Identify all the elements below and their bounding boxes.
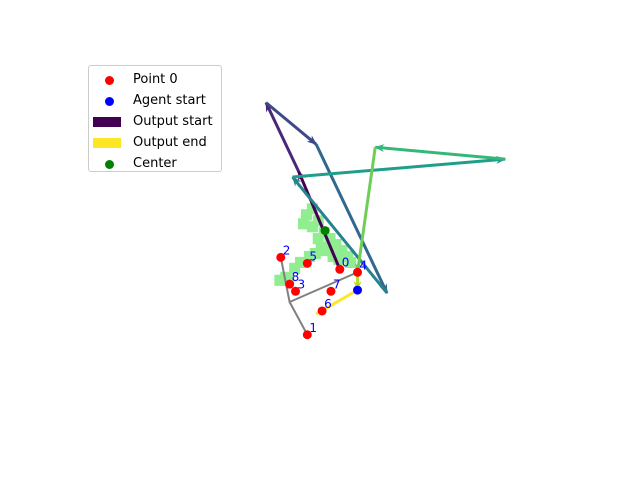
region-cell — [336, 244, 348, 257]
region-cell — [324, 233, 336, 245]
output-segment — [291, 176, 389, 295]
point-label: 0 — [342, 255, 350, 269]
region-cell — [289, 262, 301, 274]
legend-marker-point0 — [105, 76, 114, 85]
output-segment — [264, 101, 300, 172]
region-cell — [303, 250, 315, 263]
point-label: 1 — [309, 321, 317, 335]
legend: Point 0 Agent start Output start Output … — [88, 65, 222, 172]
agent-start-marker — [353, 285, 363, 295]
point-label: 8 — [292, 270, 300, 284]
point-label: 2 — [283, 243, 291, 257]
point-marker — [353, 267, 363, 277]
region-cell — [318, 244, 330, 257]
region-cell — [297, 218, 310, 230]
point-marker — [302, 258, 312, 268]
region-cell — [274, 274, 286, 286]
region-cell — [306, 221, 318, 233]
point-labels-layer: 0 1 2 3 4 5 67 8 — [283, 243, 367, 334]
legend-marker-output-end — [93, 138, 121, 148]
output-trajectory — [264, 101, 507, 316]
legend-label-center: Center — [133, 156, 177, 171]
output-segment — [292, 155, 507, 179]
region-cell — [342, 250, 354, 263]
region-cell — [300, 209, 312, 221]
point-marker — [302, 330, 312, 340]
point-marker — [276, 252, 286, 262]
legend-item-point0: Point 0 — [89, 70, 223, 90]
output-segment — [374, 144, 506, 161]
legend-item-center: Center — [89, 154, 223, 174]
region-cell — [306, 203, 318, 215]
legend-marker-agent-start — [105, 97, 114, 106]
legend-marker-center — [105, 160, 114, 169]
region-cell — [333, 253, 345, 266]
point-label: 5 — [309, 249, 317, 263]
point-label: 4 — [360, 258, 368, 272]
region-cell — [312, 233, 324, 245]
legend-label-output-start: Output start — [133, 114, 213, 129]
region-cell — [345, 256, 357, 269]
region-cell — [309, 247, 321, 260]
point-marker — [326, 286, 336, 296]
output-segment — [314, 143, 389, 294]
legend-label-point0: Point 0 — [133, 72, 178, 87]
point-marker — [335, 264, 345, 274]
legend-label-output-end: Output end — [133, 135, 207, 150]
output-segment — [354, 147, 377, 274]
point-marker — [291, 286, 301, 296]
point-label: 7 — [333, 277, 341, 291]
points-layer — [276, 226, 363, 340]
legend-item-output-end: Output end — [89, 133, 223, 153]
legend-marker-output-start — [93, 117, 121, 127]
point-marker — [317, 306, 327, 316]
point-label: 6 — [324, 297, 332, 311]
legend-label-agent-start: Agent start — [133, 93, 206, 108]
region-cell — [330, 239, 342, 251]
point-label: 3 — [298, 277, 306, 291]
legend-item-agent-start: Agent start — [89, 91, 223, 111]
legend-item-output-start: Output start — [89, 112, 223, 132]
point-marker — [285, 279, 295, 289]
center-marker — [320, 226, 330, 236]
region-cell — [295, 256, 307, 269]
output-segment — [265, 101, 318, 146]
output-segment — [297, 170, 342, 270]
